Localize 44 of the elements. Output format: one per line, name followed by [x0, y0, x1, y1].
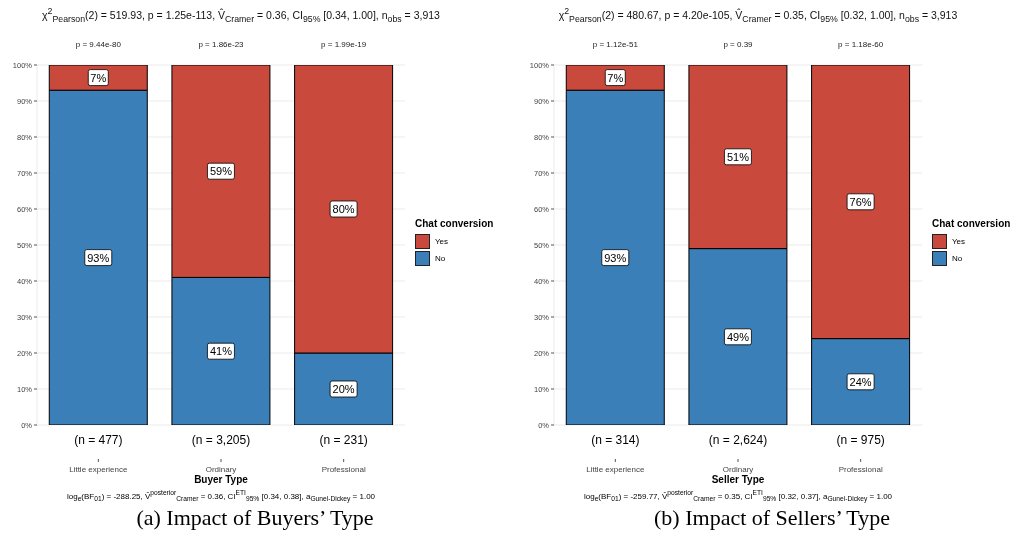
- data-label: 76%: [849, 195, 872, 208]
- text: p = 1.99e-19: [321, 40, 367, 49]
- data-label: 7%: [90, 71, 107, 84]
- x-tick-label: Professional: [321, 465, 366, 474]
- text: p = 9.44e-80: [75, 40, 121, 49]
- text: (n = 975): [836, 433, 885, 447]
- x-axis-title: Seller Type: [711, 474, 765, 485]
- data-label: 41%: [209, 345, 233, 358]
- text: (n = 314): [591, 433, 640, 447]
- text: p = 1.18e-60: [838, 40, 884, 49]
- data-label: 7%: [607, 71, 624, 84]
- data-label: 93%: [604, 251, 627, 264]
- data-label: 80%: [332, 203, 355, 215]
- data-label: 24%: [849, 375, 872, 388]
- text: χ$^{2}$$_{Pearson}$(2) = 519.93, p = 1.25e-113, V̂$_{Cramer}$ = 0.36, CI$_{95%}$ [0.34, 1.00], n$_{obs}$ = 3,913: [42, 6, 440, 24]
- text: (n = 3,205): [191, 433, 251, 447]
- text: (b) Impact of Sellers’ Type: [654, 505, 890, 531]
- text: p = 1.12e-51: [592, 40, 638, 49]
- legend-title: Chat conversion: [932, 218, 1011, 229]
- legend-label: Yes: [435, 237, 449, 246]
- text: (n = 2,624): [708, 433, 768, 447]
- x-axis-title: Buyer Type: [194, 474, 248, 485]
- text: χ$^{2}$$_{Pearson}$(2) = 480.67, p = 4.20e-105, V̂$_{Cramer}$ = 0.35, CI$_{95%}$ [0.32, 1.00], n$_{obs}$ = 3,913: [558, 6, 958, 24]
- x-tick-label: Little experience: [586, 465, 646, 474]
- text: log$_{e}$(BF$_{01}$) = -288.25, V̂$^{posterior}$$_{Cramer}$ = 0.36, CI$^{ETI}$$_{95%}$ [0.34, 0.38], a$_{Gunel-Dickey}$ = 1.00: [66, 489, 376, 503]
- text: No: [435, 254, 446, 263]
- data-label: 59%: [209, 165, 233, 178]
- text: p = 0.39: [723, 40, 753, 49]
- data-label: 49%: [726, 330, 750, 343]
- data-label: 93%: [87, 251, 110, 264]
- legend-label: Yes: [952, 237, 966, 246]
- text: log$_{e}$(BF$_{01}$) = -259.77, V̂$^{posterior}$$_{Cramer}$ = 0.35, CI$^{ETI}$$_{95%}$ [0.32, 0.37], a$_{Gunel-Dickey}$ = 1.00: [583, 489, 893, 503]
- text: No: [952, 254, 963, 263]
- text: (n = 477): [74, 433, 123, 447]
- x-tick-label: Little experience: [69, 465, 129, 474]
- text: p = 1.86e-23: [198, 40, 244, 49]
- x-tick-label: Ordinary: [205, 465, 237, 474]
- data-label: 51%: [726, 150, 750, 163]
- x-tick-label: Professional: [838, 465, 883, 474]
- data-label: 20%: [332, 383, 355, 395]
- x-tick-label: Ordinary: [722, 465, 754, 474]
- text: (a) Impact of Buyers’ Type: [136, 505, 374, 531]
- text: (n = 231): [319, 433, 368, 447]
- legend-title: Chat conversion: [415, 218, 494, 229]
